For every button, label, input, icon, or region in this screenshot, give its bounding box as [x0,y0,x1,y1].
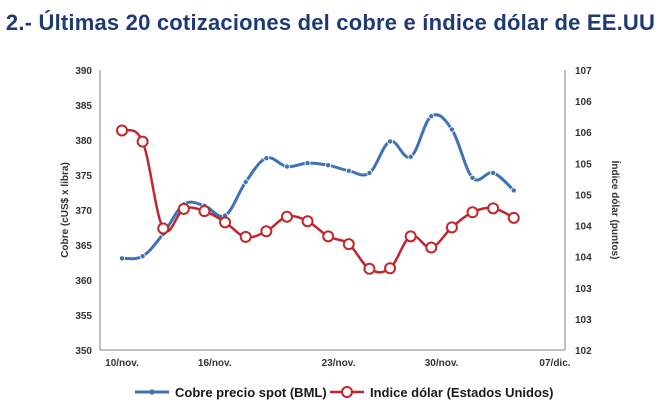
series-line [121,113,515,261]
x-tick-label: 07/dic. [539,358,570,369]
data-point [342,238,355,251]
left-axis-label: Cobre (cUS$ x libra) [60,162,71,258]
left-axis-ticks: 350 355 360 365 370 375 380 385 390 [75,66,92,357]
legend: Cobre precio spot (BML) Indice dólar (Est… [135,385,553,400]
data-point [242,178,249,185]
data-point [322,230,335,243]
data-point [325,162,332,169]
right-axis-ticks: 102 103 103 104 104 105 105 106 106 107 [575,66,592,357]
right-tick-label: 102 [575,346,592,357]
data-point [466,206,479,219]
data-point [487,202,500,215]
right-tick-label: 103 [575,315,592,326]
x-tick-label: 30/nov. [425,358,459,369]
series-cobre [119,113,517,262]
right-tick-label: 106 [575,97,592,108]
data-point [507,211,520,224]
legend-swatch-marker [149,389,155,395]
left-tick-label: 355 [75,311,92,322]
data-point [407,153,414,160]
left-tick-label: 390 [75,66,92,77]
data-point [363,262,376,275]
left-tick-label: 365 [75,241,92,252]
legend-item: Cobre precio spot (BML) [135,385,327,400]
data-point [304,160,311,167]
legend-item: Indice dólar (Estados Unidos) [330,385,553,400]
data-point [157,222,170,235]
series-line [121,128,515,274]
data-point [301,215,314,228]
right-tick-label: 106 [575,128,592,139]
data-point [366,169,373,176]
data-point [404,230,417,243]
data-point [177,202,190,215]
data-point [387,138,394,145]
right-tick-label: 105 [575,190,592,201]
x-tick-label: 23/nov. [322,358,356,369]
data-point [280,210,293,223]
x-axis-ticks: 10/nov. 16/nov. 23/nov. 30/nov. 07/dic. [105,358,571,369]
x-tick-label: 16/nov. [198,358,232,369]
data-point [490,169,497,176]
right-tick-label: 104 [575,253,592,264]
left-tick-label: 370 [75,206,92,217]
series-layer [116,113,520,275]
series-indice-dolar [116,124,520,275]
data-point [283,163,290,170]
data-point [428,113,435,120]
right-tick-label: 104 [575,222,592,233]
left-tick-label: 385 [75,101,92,112]
right-axis-label: Índice dólar (puntos) [609,161,622,260]
data-point [198,205,211,218]
right-tick-label: 107 [575,66,592,77]
data-point [139,253,146,260]
data-point [448,126,455,133]
data-point [119,255,126,262]
legend-label: Cobre precio spot (BML) [175,385,327,400]
x-tick-label: 10/nov. [105,358,139,369]
left-tick-label: 375 [75,171,92,182]
data-point [510,187,517,194]
data-point [116,124,128,137]
data-point [239,230,252,243]
data-point [136,135,149,148]
data-point [260,225,273,238]
legend-label: Indice dólar (Estados Unidos) [370,385,553,400]
data-point [384,262,397,275]
chart-title: 2.- Últimas 20 cotizaciones del cobre e … [5,10,656,35]
data-point [425,241,438,254]
data-point [469,174,476,181]
left-tick-label: 380 [75,136,92,147]
data-point [445,221,458,234]
left-tick-label: 360 [75,276,92,287]
right-tick-label: 105 [575,159,592,170]
data-point [263,155,270,162]
left-tick-label: 350 [75,346,92,357]
data-point [219,216,232,229]
data-point [345,167,352,174]
legend-swatch-marker [341,386,353,398]
right-tick-label: 103 [575,284,592,295]
